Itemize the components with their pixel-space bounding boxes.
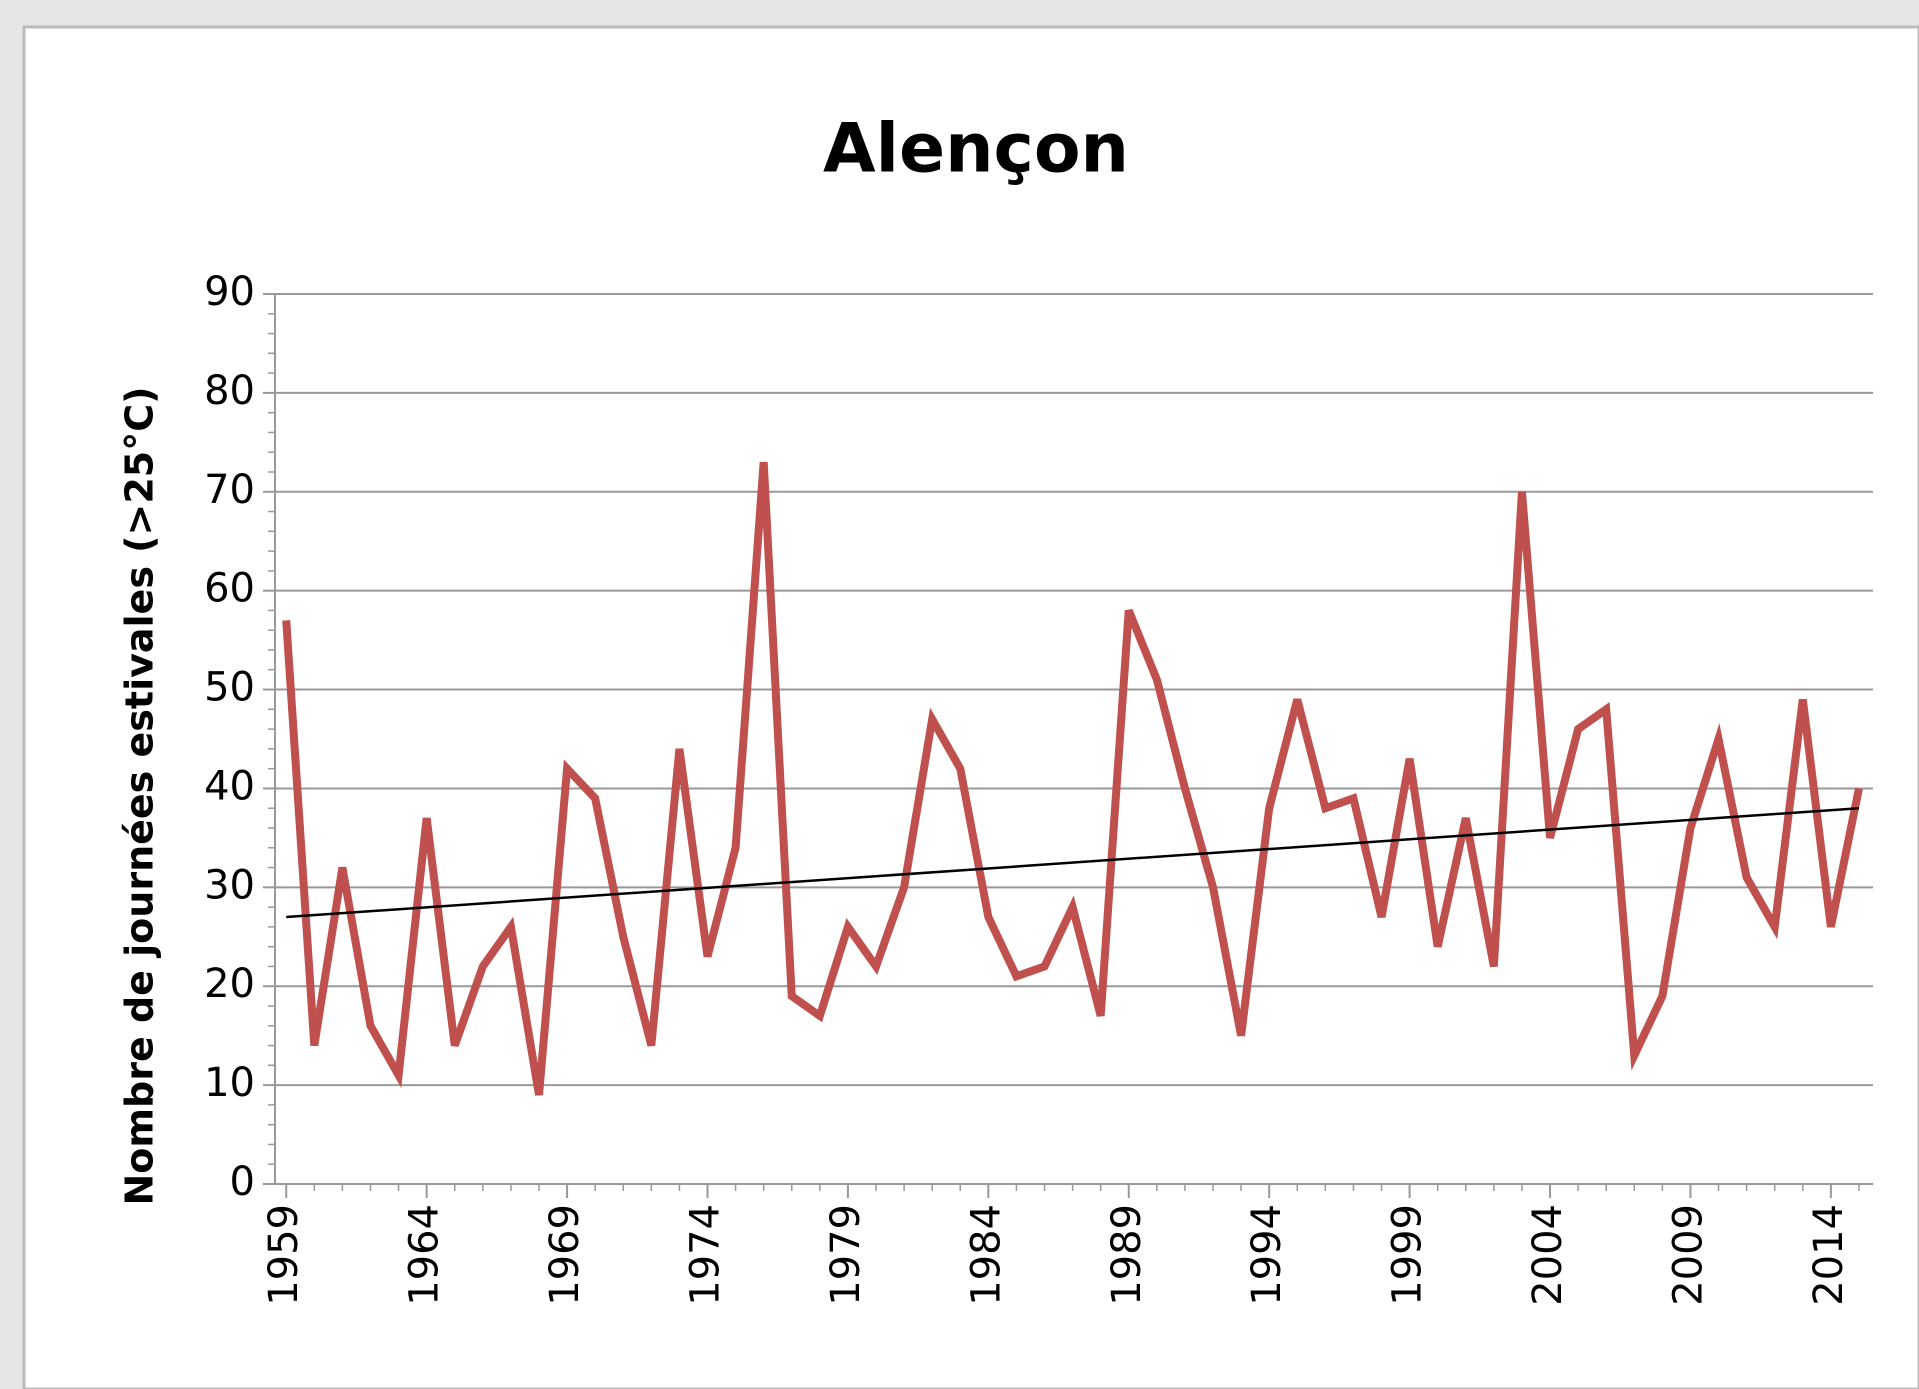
y-tick-label: 0: [230, 1159, 255, 1205]
y-tick-label: 40: [204, 763, 255, 809]
y-tick-label: 70: [204, 467, 255, 513]
data-line: [282, 461, 1863, 1096]
x-tick-label: 2009: [1665, 1204, 1711, 1306]
chart-title: Alençon: [823, 110, 1129, 189]
y-tick-label: 50: [204, 665, 255, 711]
y-tick-label: 60: [204, 566, 255, 612]
y-tick-label: 80: [204, 368, 255, 414]
trend-line: [286, 806, 1860, 919]
y-tick-label: 90: [204, 269, 255, 315]
y-tick-label: 20: [204, 961, 255, 1007]
y-tick-label: 30: [204, 862, 255, 908]
x-tick-label: 1979: [823, 1204, 869, 1306]
x-tick-label: 1994: [1244, 1204, 1290, 1306]
x-tick-label: 2004: [1525, 1204, 1571, 1306]
y-tick-label: 10: [204, 1060, 255, 1106]
x-tick-label: 1959: [261, 1204, 307, 1306]
y-axis-label: Nombre de journées estivales (>25°C): [118, 386, 162, 1205]
x-tick-label: 1984: [963, 1204, 1009, 1306]
x-tick-label: 1969: [542, 1204, 588, 1306]
x-tick-label: 1964: [402, 1204, 448, 1306]
x-tick-label: 2014: [1806, 1204, 1852, 1306]
x-tick-label: 1989: [1104, 1204, 1150, 1306]
x-tick-label: 1974: [682, 1204, 728, 1306]
x-tick-label: 1999: [1385, 1204, 1431, 1306]
